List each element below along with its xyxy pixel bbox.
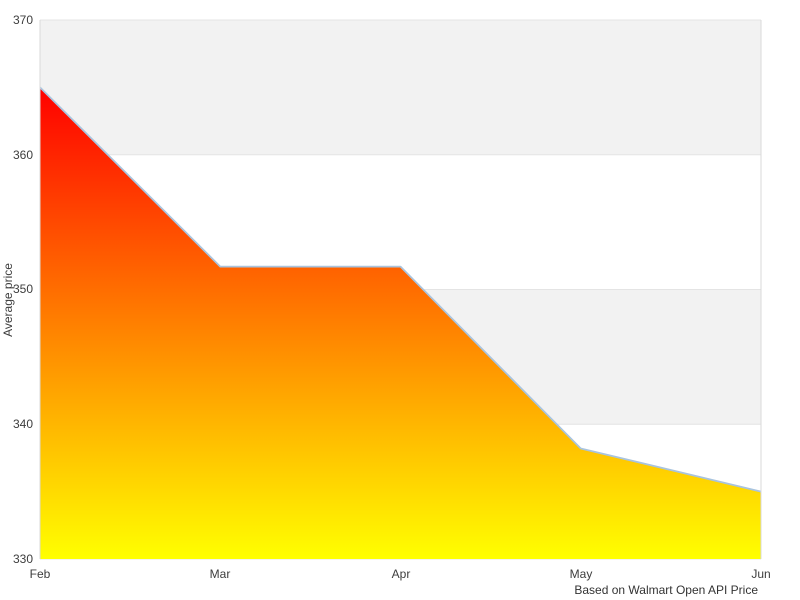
y-tick-label-340: 340 [12, 417, 33, 431]
x-tick-label-apr: Apr [391, 567, 411, 581]
y-tick-label-350: 350 [12, 282, 33, 296]
y-tick-label-330: 330 [12, 552, 33, 566]
chart-caption: Based on Walmart Open API Price [574, 583, 758, 597]
x-tick-label-feb: Feb [29, 567, 51, 581]
x-tick-label-jun: Jun [751, 567, 771, 581]
y-tick-label-370: 370 [12, 13, 33, 27]
x-tick-label-mar: Mar [209, 567, 231, 581]
y-axis-title: Average price [1, 263, 15, 337]
x-tick-label-may: May [569, 567, 593, 581]
y-tick-label-360: 360 [12, 148, 33, 162]
